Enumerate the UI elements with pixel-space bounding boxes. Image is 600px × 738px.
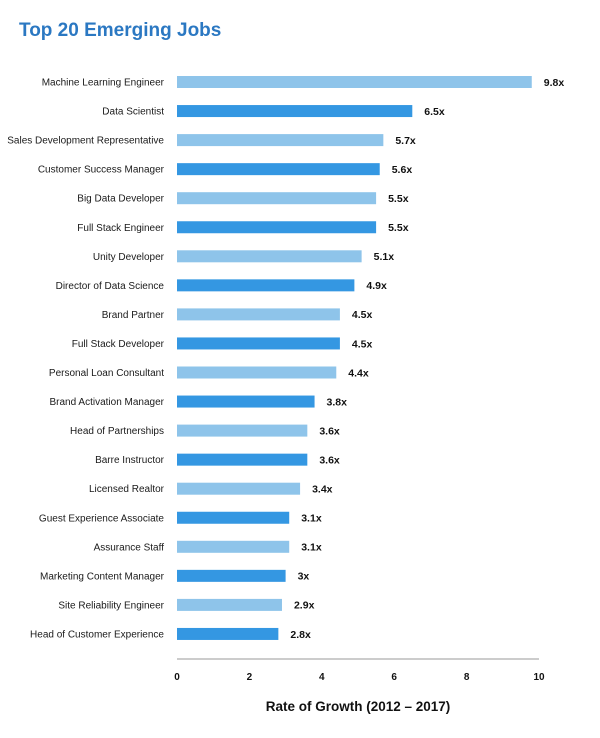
category-label: Assurance Staff [94, 542, 165, 553]
value-label: 4.4x [348, 367, 369, 379]
bar [177, 424, 308, 437]
value-label: 2.9x [294, 600, 315, 612]
value-label: 5.5x [388, 222, 409, 234]
bars-layer: Machine Learning Engineer 9.8x Data Scient… [7, 76, 564, 641]
category-label: Full Stack Developer [72, 339, 165, 350]
value-label: 4.5x [352, 338, 373, 350]
x-tick-label: 8 [464, 672, 470, 683]
bar [177, 482, 301, 495]
value-label: 3x [298, 571, 310, 583]
bar [177, 453, 308, 466]
x-axis-ticks: 0 2 4 6 8 10 [174, 672, 545, 683]
value-label: 6.5x [424, 106, 445, 118]
bar [177, 627, 279, 640]
value-label: 3.4x [312, 484, 333, 496]
bar [177, 192, 377, 205]
value-label: 5.5x [388, 193, 409, 205]
x-tick-label: 6 [391, 672, 397, 683]
bar [177, 279, 355, 292]
category-label: Licensed Realtor [89, 484, 165, 495]
category-label: Site Reliability Engineer [58, 600, 164, 611]
x-axis-title: Rate of Growth (2012 – 2017) [266, 699, 451, 714]
category-label: Head of Partnerships [70, 426, 164, 437]
bar [177, 163, 380, 176]
category-label: Unity Developer [93, 252, 165, 263]
bar [177, 511, 290, 524]
bar [177, 76, 532, 88]
value-label: 5.1x [374, 251, 395, 263]
category-label: Data Scientist [102, 107, 164, 118]
category-label: Sales Development Representative [7, 136, 164, 147]
bar [177, 395, 315, 408]
x-tick-label: 4 [319, 672, 325, 683]
x-tick-label: 10 [533, 672, 545, 683]
bar [177, 540, 290, 553]
bar [177, 105, 413, 118]
value-label: 5.7x [395, 135, 416, 147]
category-label: Brand Partner [102, 310, 165, 321]
bar [177, 569, 286, 582]
category-label: Customer Success Manager [38, 165, 165, 176]
x-tick-label: 0 [174, 672, 180, 683]
value-label: 3.8x [327, 396, 348, 408]
bar [177, 366, 337, 379]
category-label: Director of Data Science [56, 281, 165, 292]
bar [177, 134, 384, 147]
chart-title: Top 20 Emerging Jobs [19, 20, 222, 41]
x-tick-label: 2 [247, 672, 253, 683]
category-label: Brand Activation Manager [49, 397, 164, 408]
category-label: Guest Experience Associate [39, 513, 165, 524]
bar [177, 308, 340, 321]
bar [177, 337, 340, 350]
category-label: Machine Learning Engineer [42, 78, 165, 89]
value-label: 5.6x [392, 164, 413, 176]
value-label: 3.1x [301, 542, 322, 554]
value-label: 3.6x [319, 425, 340, 437]
category-label: Barre Instructor [95, 455, 165, 466]
value-label: 3.6x [319, 454, 340, 466]
bar [177, 221, 377, 234]
category-label: Marketing Content Manager [40, 571, 165, 582]
category-label: Full Stack Engineer [77, 223, 164, 234]
category-label: Big Data Developer [77, 194, 164, 205]
bar [177, 250, 362, 263]
value-label: 4.9x [366, 280, 387, 292]
category-label: Head of Customer Experience [30, 629, 164, 640]
value-label: 4.5x [352, 309, 373, 321]
value-label: 3.1x [301, 513, 322, 525]
value-label: 9.8x [544, 77, 565, 89]
value-label: 2.8x [290, 629, 311, 641]
bar [177, 598, 282, 611]
category-label: Personal Loan Consultant [49, 368, 164, 379]
